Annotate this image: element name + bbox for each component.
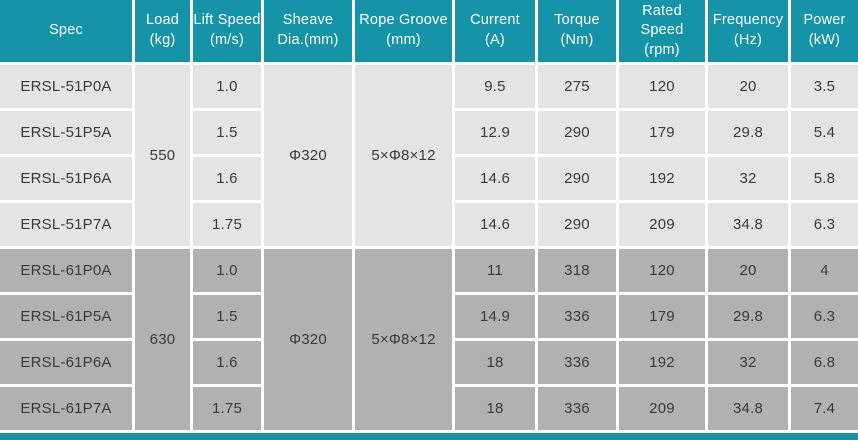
cell-power: 3.5 bbox=[791, 65, 858, 108]
cell-torque: 275 bbox=[538, 65, 616, 108]
cell-rated-speed: 192 bbox=[619, 157, 705, 200]
header-sheave-dia: Sheave Dia.(mm) bbox=[264, 0, 352, 62]
cell-frequency: 20 bbox=[708, 65, 788, 108]
cell-current: 18 bbox=[455, 341, 535, 384]
cell-power: 4 bbox=[791, 249, 858, 292]
cell-power: 6.3 bbox=[791, 295, 858, 338]
bottom-accent-bar bbox=[0, 433, 858, 440]
header-load: Load (kg) bbox=[135, 0, 190, 62]
cell-rope-groove-merged: 5×Φ8×12 bbox=[355, 65, 452, 246]
cell-power: 6.8 bbox=[791, 341, 858, 384]
cell-spec: ERSL-51P6A bbox=[0, 157, 132, 200]
cell-lift-speed: 1.6 bbox=[193, 157, 261, 200]
cell-lift-speed: 1.5 bbox=[193, 111, 261, 154]
cell-torque: 336 bbox=[538, 295, 616, 338]
cell-sheave-dia-merged: Φ320 bbox=[264, 65, 352, 246]
header-frequency: Frequency (Hz) bbox=[708, 0, 788, 62]
header-rope-groove: Rope Groove (mm) bbox=[355, 0, 452, 62]
cell-lift-speed: 1.6 bbox=[193, 341, 261, 384]
cell-spec: ERSL-51P5A bbox=[0, 111, 132, 154]
cell-power: 6.3 bbox=[791, 203, 858, 246]
cell-frequency: 20 bbox=[708, 249, 788, 292]
cell-spec: ERSL-61P0A bbox=[0, 249, 132, 292]
cell-rated-speed: 192 bbox=[619, 341, 705, 384]
header-lift-speed: Lift Speed (m/s) bbox=[193, 0, 261, 62]
cell-lift-speed: 1.75 bbox=[193, 387, 261, 430]
cell-current: 14.6 bbox=[455, 203, 535, 246]
cell-frequency: 34.8 bbox=[708, 387, 788, 430]
cell-frequency: 32 bbox=[708, 341, 788, 384]
cell-spec: ERSL-61P5A bbox=[0, 295, 132, 338]
cell-lift-speed: 1.0 bbox=[193, 249, 261, 292]
cell-spec: ERSL-61P7A bbox=[0, 387, 132, 430]
cell-lift-speed: 1.75 bbox=[193, 203, 261, 246]
cell-current: 14.9 bbox=[455, 295, 535, 338]
cell-rated-speed: 120 bbox=[619, 65, 705, 108]
cell-current: 12.9 bbox=[455, 111, 535, 154]
cell-rated-speed: 179 bbox=[619, 295, 705, 338]
cell-current: 18 bbox=[455, 387, 535, 430]
cell-sheave-dia-merged: Φ320 bbox=[264, 249, 352, 430]
cell-load-merged: 630 bbox=[135, 249, 190, 430]
cell-spec: ERSL-51P7A bbox=[0, 203, 132, 246]
cell-spec: ERSL-61P6A bbox=[0, 341, 132, 384]
cell-power: 5.8 bbox=[791, 157, 858, 200]
header-rated-speed: Rated Speed (rpm) bbox=[619, 0, 705, 62]
header-current: Current (A) bbox=[455, 0, 535, 62]
cell-rated-speed: 209 bbox=[619, 203, 705, 246]
cell-rope-groove-merged: 5×Φ8×12 bbox=[355, 249, 452, 430]
header-power: Power (kW) bbox=[791, 0, 858, 62]
cell-torque: 290 bbox=[538, 111, 616, 154]
cell-torque: 290 bbox=[538, 157, 616, 200]
cell-torque: 318 bbox=[538, 249, 616, 292]
cell-frequency: 32 bbox=[708, 157, 788, 200]
cell-frequency: 34.8 bbox=[708, 203, 788, 246]
header-spec: Spec bbox=[0, 0, 132, 62]
cell-rated-speed: 209 bbox=[619, 387, 705, 430]
cell-lift-speed: 1.5 bbox=[193, 295, 261, 338]
cell-torque: 290 bbox=[538, 203, 616, 246]
spec-table: Spec Load (kg) Lift Speed (m/s) Sheave D… bbox=[0, 0, 858, 430]
cell-spec: ERSL-51P0A bbox=[0, 65, 132, 108]
cell-load-merged: 550 bbox=[135, 65, 190, 246]
cell-frequency: 29.8 bbox=[708, 295, 788, 338]
cell-current: 11 bbox=[455, 249, 535, 292]
cell-power: 7.4 bbox=[791, 387, 858, 430]
cell-power: 5.4 bbox=[791, 111, 858, 154]
header-torque: Torque (Nm) bbox=[538, 0, 616, 62]
cell-rated-speed: 120 bbox=[619, 249, 705, 292]
cell-torque: 336 bbox=[538, 387, 616, 430]
cell-current: 14.6 bbox=[455, 157, 535, 200]
cell-torque: 336 bbox=[538, 341, 616, 384]
cell-frequency: 29.8 bbox=[708, 111, 788, 154]
cell-rated-speed: 179 bbox=[619, 111, 705, 154]
cell-lift-speed: 1.0 bbox=[193, 65, 261, 108]
cell-current: 9.5 bbox=[455, 65, 535, 108]
